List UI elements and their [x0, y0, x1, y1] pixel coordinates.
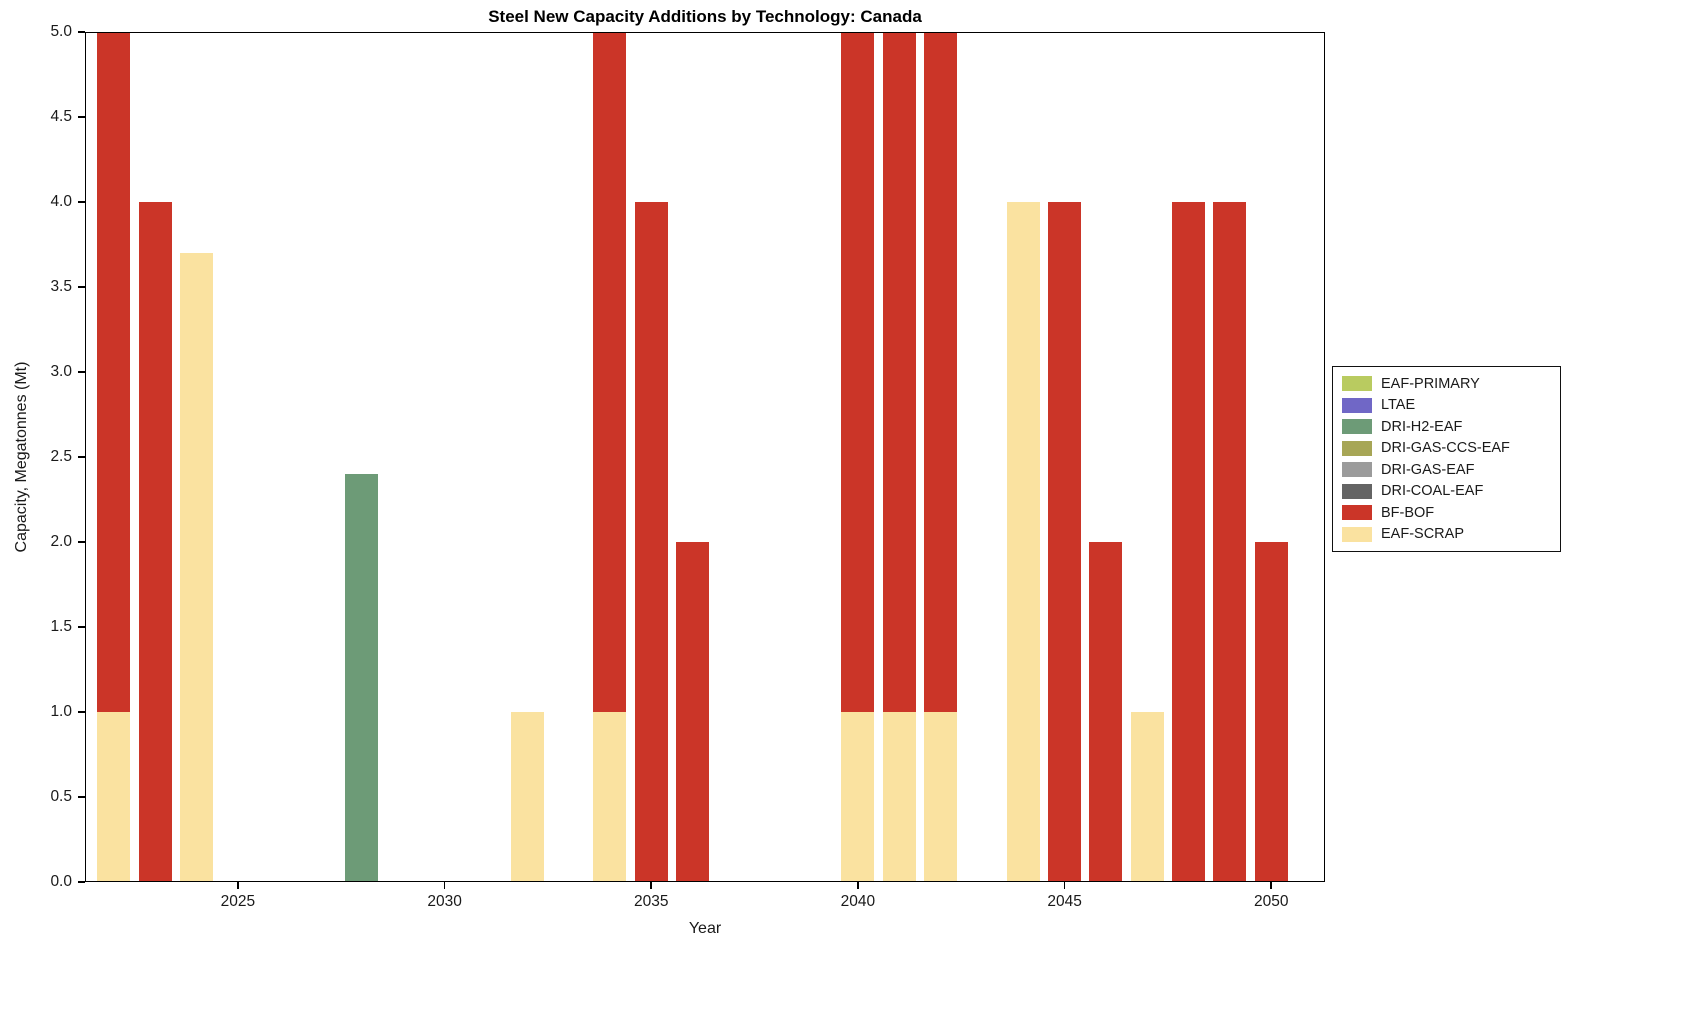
x-tick — [1063, 882, 1066, 889]
x-tick-label: 2050 — [1254, 893, 1289, 910]
bar-segment-eaf-scrap — [882, 712, 916, 882]
y-tick-label: 3.0 — [50, 363, 72, 380]
x-tick-label: 2030 — [427, 893, 462, 910]
y-tick — [78, 711, 85, 713]
bar-segment-bf-bof — [634, 202, 668, 882]
y-tick-label: 2.5 — [50, 448, 72, 465]
legend-item-eaf-primary: EAF-PRIMARY — [1342, 375, 1551, 392]
legend-swatch — [1342, 505, 1372, 520]
y-tick-label: 5.0 — [50, 23, 72, 40]
y-tick-label: 1.0 — [50, 703, 72, 720]
y-tick-label: 0.5 — [50, 788, 72, 805]
legend-swatch — [1342, 483, 1372, 499]
legend-item-dri-coal-eaf: DRI-COAL-EAF — [1342, 483, 1551, 500]
legend-swatch — [1342, 440, 1372, 456]
bar-segment-bf-bof — [1213, 202, 1247, 882]
y-tick-label: 3.5 — [50, 278, 72, 295]
x-tick — [857, 882, 859, 889]
y-tick — [78, 286, 85, 288]
y-tick — [78, 796, 85, 798]
legend-label: LTAE — [1381, 397, 1416, 413]
bar-segment-bf-bof — [593, 32, 627, 712]
legend-item-dri-gas-eaf: DRI-GAS-EAF — [1342, 461, 1551, 478]
y-tick — [78, 31, 85, 33]
bar-segment-bf-bof — [97, 32, 131, 712]
legend-label: DRI-GAS-EAF — [1381, 461, 1475, 478]
bar-segment-eaf-scrap — [180, 253, 214, 882]
bar-segment-eaf-scrap — [924, 712, 958, 882]
bar-segment-bf-bof — [138, 202, 172, 882]
legend-item-eaf-scrap: EAF-SCRAP — [1342, 526, 1551, 543]
bar-segment-bf-bof — [924, 32, 958, 712]
y-tick-label: 0.0 — [50, 873, 72, 890]
y-tick — [78, 456, 85, 458]
y-tick — [78, 116, 85, 118]
legend-label: DRI-GAS-CCS-EAF — [1381, 440, 1510, 456]
bar-segment-bf-bof — [882, 32, 916, 712]
y-tick-label: 4.5 — [50, 108, 72, 125]
plot-area — [85, 32, 1325, 882]
legend-swatch — [1342, 376, 1372, 391]
legend-swatch — [1342, 397, 1372, 413]
bar-segment-bf-bof — [841, 32, 875, 712]
x-tick-label: 2035 — [634, 893, 669, 910]
legend-label: DRI-H2-EAF — [1381, 418, 1463, 435]
legend-item-bf-bof: BF-BOF — [1342, 504, 1551, 521]
y-tick — [78, 371, 85, 373]
bar-segment-eaf-scrap — [510, 712, 544, 882]
legend-swatch — [1342, 526, 1372, 542]
y-tick — [78, 541, 85, 543]
y-tick — [78, 201, 85, 203]
bar-segment-eaf-scrap — [97, 712, 131, 882]
bar-segment-bf-bof — [1048, 202, 1082, 882]
y-tick-label: 4.0 — [50, 193, 72, 210]
y-tick — [78, 881, 85, 883]
bar-segment-dri-h2-eaf — [345, 474, 379, 882]
bar-segment-eaf-scrap — [841, 712, 875, 882]
x-tick-label: 2040 — [840, 893, 876, 910]
legend-item-dri-h2-eaf: DRI-H2-EAF — [1342, 418, 1551, 435]
bar-segment-eaf-scrap — [1130, 712, 1164, 882]
x-tick — [650, 882, 653, 889]
bar-segment-eaf-scrap — [593, 712, 627, 882]
bar-segment-bf-bof — [1254, 542, 1288, 882]
legend-label: DRI-COAL-EAF — [1381, 483, 1484, 499]
legend-swatch — [1342, 462, 1372, 477]
x-tick — [1270, 882, 1273, 889]
y-tick — [78, 626, 85, 628]
bar-segment-bf-bof — [1172, 202, 1206, 882]
legend-item-ltae: LTAE — [1342, 397, 1551, 414]
legend: EAF-PRIMARY LTAE DRI-H2-EAF DRI-GAS-CCS-EAF… — [1332, 366, 1561, 552]
x-axis-label: Year — [688, 920, 722, 937]
x-tick-label: 2045 — [1047, 893, 1082, 910]
chart-title: Steel New Capacity Additions by Technolo… — [488, 7, 922, 26]
bar-segment-eaf-scrap — [1006, 202, 1040, 882]
x-tick — [237, 882, 239, 889]
x-tick — [443, 882, 446, 889]
y-tick-label: 1.5 — [50, 618, 72, 635]
bar-segment-bf-bof — [1089, 542, 1123, 882]
y-tick-label: 2.0 — [50, 533, 72, 550]
legend-label: EAF-SCRAP — [1381, 526, 1464, 542]
legend-swatch — [1342, 419, 1372, 434]
legend-label: EAF-PRIMARY — [1381, 375, 1480, 392]
legend-label: BF-BOF — [1381, 504, 1435, 521]
bar-segment-bf-bof — [676, 542, 710, 882]
legend-item-dri-gas-ccs-eaf: DRI-GAS-CCS-EAF — [1342, 440, 1551, 457]
x-tick-label: 2025 — [220, 893, 256, 910]
